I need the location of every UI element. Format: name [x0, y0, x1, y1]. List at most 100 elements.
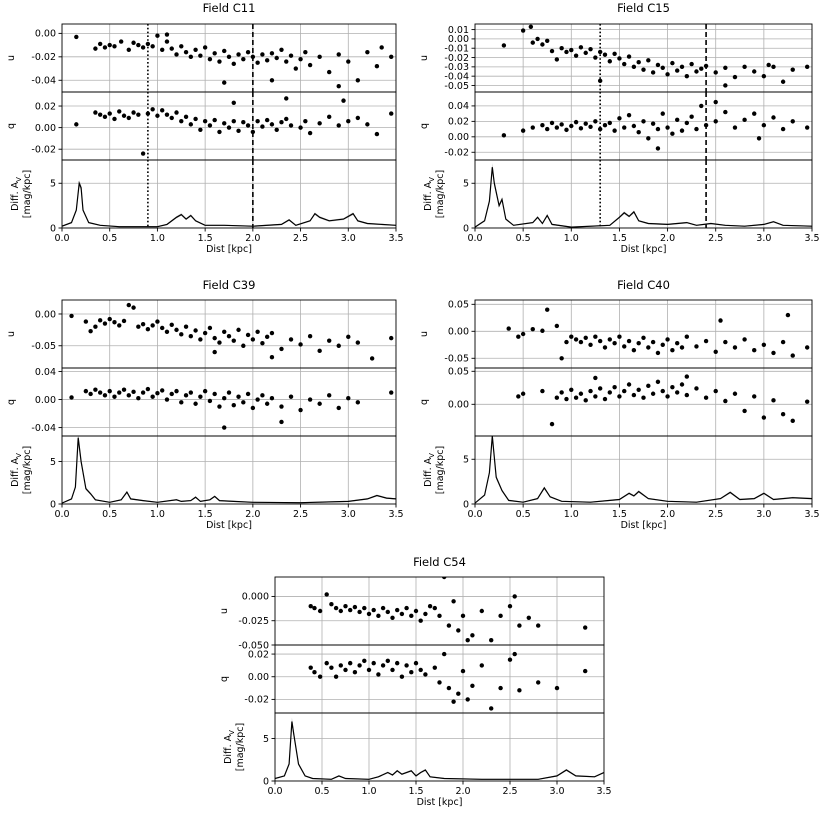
data-point — [752, 394, 757, 399]
data-point — [97, 318, 103, 323]
data-point — [245, 123, 251, 128]
data-point — [222, 425, 227, 430]
data-point — [689, 114, 694, 119]
data-point — [126, 302, 131, 308]
y-axis-label: u — [419, 55, 430, 61]
data-point — [357, 663, 362, 668]
data-point — [389, 335, 394, 341]
data-point — [804, 399, 810, 404]
data-point — [376, 672, 381, 677]
data-point — [193, 47, 198, 52]
data-point — [179, 118, 184, 124]
data-point — [231, 118, 236, 124]
data-point — [723, 65, 728, 70]
data-point — [207, 325, 213, 331]
data-point — [307, 62, 313, 68]
data-point — [646, 383, 651, 389]
subplot-field-c54: Field C540.000-0.025-0.050u0.020.00-0.02… — [219, 555, 612, 808]
data-point — [169, 322, 174, 327]
data-point — [264, 117, 270, 123]
data-point — [112, 320, 117, 325]
data-point — [554, 57, 560, 62]
data-point — [212, 51, 217, 56]
data-point — [460, 668, 466, 674]
data-point — [516, 334, 521, 339]
data-point — [264, 334, 270, 340]
data-point — [588, 124, 593, 129]
data-point — [670, 384, 675, 390]
data-point — [713, 119, 718, 124]
y-tick-label: -0.01 — [444, 44, 469, 55]
data-point — [365, 49, 370, 55]
data-point — [371, 607, 376, 613]
data-point — [612, 51, 617, 57]
data-point — [554, 685, 560, 691]
data-point — [423, 611, 428, 617]
data-point — [607, 390, 612, 395]
data-point — [713, 70, 718, 75]
x-tick-label: 1.0 — [564, 509, 579, 520]
data-point — [188, 334, 194, 339]
data-point — [389, 54, 394, 60]
data-point — [530, 40, 535, 45]
data-point — [536, 623, 541, 628]
y-axis-label: Diff. AV — [223, 730, 236, 764]
data-point — [288, 53, 294, 58]
data-point — [136, 395, 141, 401]
x-tick-label: 1.5 — [612, 233, 627, 244]
data-point — [150, 394, 155, 399]
data-point — [578, 391, 584, 396]
data-point — [442, 577, 447, 580]
x-tick-label: 2.0 — [245, 509, 260, 520]
data-point — [202, 45, 208, 50]
data-point — [366, 611, 372, 617]
data-point — [231, 402, 236, 408]
data-point — [188, 54, 194, 60]
data-point — [169, 46, 174, 51]
data-point — [140, 151, 146, 156]
x-tick-label: 2.5 — [293, 233, 308, 244]
data-point — [83, 319, 89, 324]
data-point — [573, 395, 579, 400]
data-series — [501, 99, 810, 151]
data-point — [150, 44, 155, 49]
data-point — [255, 118, 260, 124]
axes-frame — [474, 91, 813, 161]
y-tick-label: -0.02 — [444, 53, 469, 64]
data-point — [188, 122, 194, 127]
data-point — [145, 41, 151, 47]
extinction-curve — [62, 180, 396, 228]
data-point — [723, 109, 728, 115]
grid — [475, 160, 812, 228]
data-point — [333, 605, 339, 611]
data-point — [93, 110, 98, 115]
data-point — [684, 374, 690, 379]
x-tick-label: 0.0 — [54, 509, 69, 520]
data-point — [269, 78, 275, 83]
data-point — [389, 390, 394, 395]
data-point — [174, 110, 179, 115]
axes-frame — [274, 576, 605, 646]
data-point — [169, 115, 174, 121]
x-tick-label: 0.0 — [54, 233, 69, 244]
data-point — [512, 651, 517, 657]
data-point — [732, 74, 738, 80]
y-tick-label: 0.00 — [35, 29, 56, 40]
data-point — [179, 400, 184, 405]
data-point — [303, 118, 308, 124]
data-point — [97, 41, 103, 47]
data-point — [217, 129, 222, 135]
data-point — [150, 107, 155, 112]
data-point — [804, 125, 810, 130]
data-point — [107, 388, 112, 394]
data-point — [622, 344, 627, 349]
data-point — [655, 146, 661, 151]
data-point — [260, 124, 265, 129]
data-point — [346, 395, 351, 401]
data-point — [593, 375, 598, 381]
axes-frame — [61, 159, 397, 229]
data-point — [636, 387, 641, 392]
data-point — [131, 110, 136, 115]
x-tick-label: 0.0 — [467, 509, 482, 520]
data-point — [250, 405, 256, 411]
